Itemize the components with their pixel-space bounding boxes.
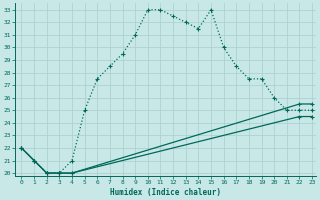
X-axis label: Humidex (Indice chaleur): Humidex (Indice chaleur) bbox=[110, 188, 221, 197]
